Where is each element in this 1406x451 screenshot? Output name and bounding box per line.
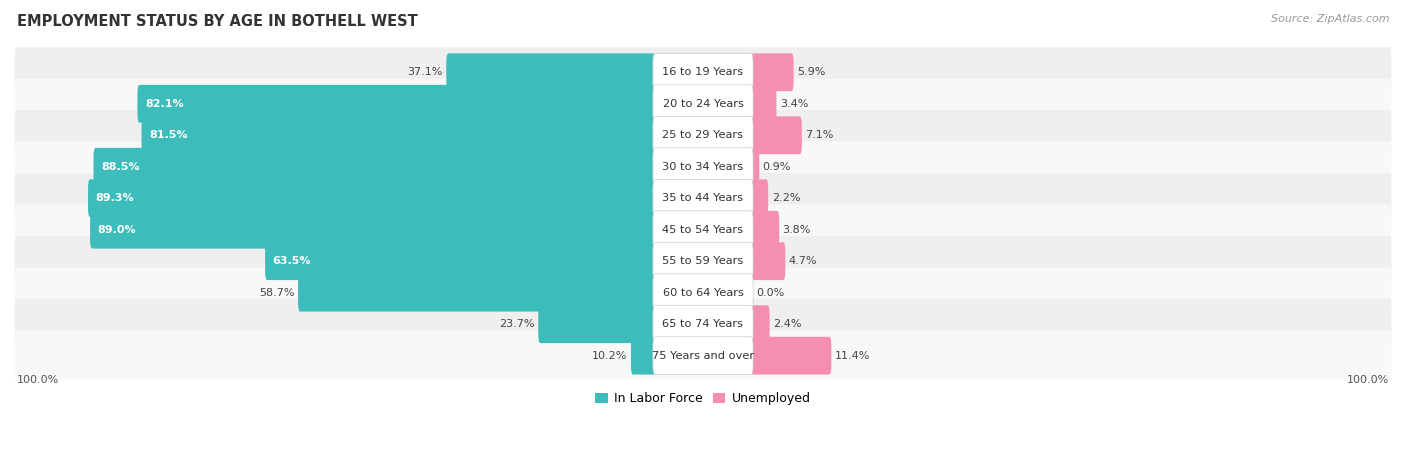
FancyBboxPatch shape [14,299,1392,350]
FancyBboxPatch shape [652,53,754,91]
FancyBboxPatch shape [652,211,754,249]
Text: 23.7%: 23.7% [499,319,534,329]
Text: 4.7%: 4.7% [789,256,817,266]
Text: 7.1%: 7.1% [806,130,834,140]
FancyBboxPatch shape [749,148,759,186]
Text: EMPLOYMENT STATUS BY AGE IN BOTHELL WEST: EMPLOYMENT STATUS BY AGE IN BOTHELL WEST [17,14,418,28]
Text: 75 Years and over: 75 Years and over [652,351,754,361]
Text: 2.2%: 2.2% [772,193,800,203]
Text: 35 to 44 Years: 35 to 44 Years [662,193,744,203]
FancyBboxPatch shape [94,148,657,186]
FancyBboxPatch shape [652,116,754,154]
Text: 100.0%: 100.0% [17,375,59,385]
FancyBboxPatch shape [749,85,776,123]
FancyBboxPatch shape [14,78,1392,129]
Text: 10.2%: 10.2% [592,351,627,361]
FancyBboxPatch shape [631,337,657,374]
Text: 58.7%: 58.7% [259,288,295,298]
Text: 65 to 74 Years: 65 to 74 Years [662,319,744,329]
FancyBboxPatch shape [749,211,779,249]
Text: 5.9%: 5.9% [797,67,825,77]
FancyBboxPatch shape [14,204,1392,255]
FancyBboxPatch shape [14,173,1392,223]
Text: 3.8%: 3.8% [783,225,811,235]
FancyBboxPatch shape [749,53,793,91]
FancyBboxPatch shape [652,337,754,374]
FancyBboxPatch shape [538,305,657,343]
Text: 60 to 64 Years: 60 to 64 Years [662,288,744,298]
FancyBboxPatch shape [749,242,786,280]
Text: 100.0%: 100.0% [1347,375,1389,385]
FancyBboxPatch shape [652,179,754,217]
Text: 30 to 34 Years: 30 to 34 Years [662,162,744,172]
Legend: In Labor Force, Unemployed: In Labor Force, Unemployed [591,387,815,410]
Text: 89.3%: 89.3% [96,193,134,203]
FancyBboxPatch shape [14,142,1392,192]
Text: 89.0%: 89.0% [97,225,136,235]
Text: 82.1%: 82.1% [145,99,184,109]
FancyBboxPatch shape [652,305,754,343]
FancyBboxPatch shape [652,274,754,312]
FancyBboxPatch shape [266,242,657,280]
FancyBboxPatch shape [138,85,657,123]
Text: 0.9%: 0.9% [762,162,792,172]
Text: 88.5%: 88.5% [101,162,139,172]
FancyBboxPatch shape [89,179,657,217]
Text: 37.1%: 37.1% [408,67,443,77]
FancyBboxPatch shape [298,274,657,312]
FancyBboxPatch shape [90,211,657,249]
Text: 2.4%: 2.4% [773,319,801,329]
FancyBboxPatch shape [749,337,831,374]
FancyBboxPatch shape [14,110,1392,161]
FancyBboxPatch shape [446,53,657,91]
Text: 0.0%: 0.0% [756,288,785,298]
FancyBboxPatch shape [652,148,754,186]
Text: 45 to 54 Years: 45 to 54 Years [662,225,744,235]
FancyBboxPatch shape [749,116,801,154]
Text: 11.4%: 11.4% [835,351,870,361]
FancyBboxPatch shape [652,85,754,123]
FancyBboxPatch shape [14,331,1392,381]
Text: 55 to 59 Years: 55 to 59 Years [662,256,744,266]
FancyBboxPatch shape [749,305,769,343]
Text: 81.5%: 81.5% [149,130,187,140]
Text: 63.5%: 63.5% [273,256,311,266]
Text: 20 to 24 Years: 20 to 24 Years [662,99,744,109]
Text: 25 to 29 Years: 25 to 29 Years [662,130,744,140]
Text: Source: ZipAtlas.com: Source: ZipAtlas.com [1271,14,1389,23]
FancyBboxPatch shape [14,47,1392,97]
Text: 3.4%: 3.4% [780,99,808,109]
FancyBboxPatch shape [14,236,1392,286]
FancyBboxPatch shape [142,116,657,154]
Text: 16 to 19 Years: 16 to 19 Years [662,67,744,77]
FancyBboxPatch shape [749,179,768,217]
FancyBboxPatch shape [652,242,754,280]
FancyBboxPatch shape [14,267,1392,318]
